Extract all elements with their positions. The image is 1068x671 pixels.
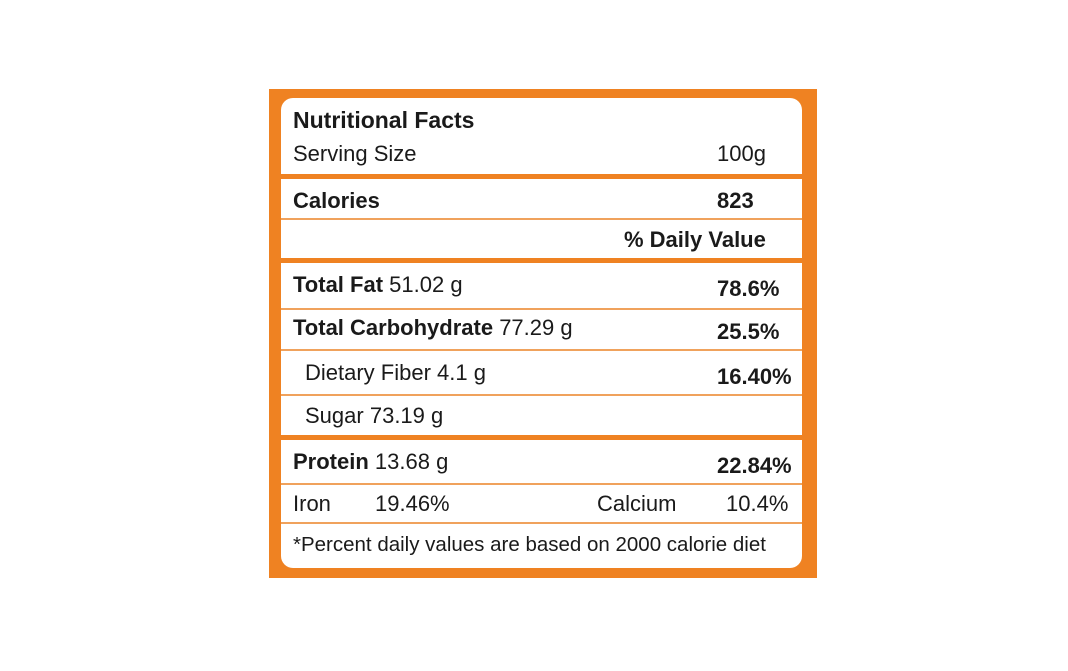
- divider: [281, 349, 802, 351]
- nutrient-name: Sugar: [305, 403, 364, 428]
- calories-label: Calories: [293, 188, 380, 213]
- divider-thick: [281, 174, 802, 179]
- nutrient-row-sugar: Sugar 73.19 g: [305, 405, 443, 427]
- serving-size-value: 100g: [717, 141, 766, 166]
- nutrition-facts-panel: Nutritional Facts Serving Size 100g Calo…: [281, 98, 802, 568]
- divider-thick: [281, 435, 802, 440]
- nutrient-name: Total Fat: [293, 272, 384, 297]
- iron-value: 19.46%: [375, 491, 450, 516]
- calcium-value: 10.4%: [726, 491, 789, 516]
- divider: [281, 483, 802, 485]
- nutrient-amount: 77.29 g: [499, 315, 573, 340]
- serving-size-label: Serving Size: [293, 141, 417, 166]
- label-title: Nutritional Facts: [293, 107, 475, 133]
- nutrition-label-frame: Nutritional Facts Serving Size 100g Calo…: [269, 89, 817, 578]
- nutrient-daily-value: 16.40%: [717, 364, 792, 389]
- nutrient-row-protein: Protein 13.68 g: [293, 451, 448, 473]
- divider: [281, 522, 802, 524]
- nutrient-row-total-fat: Total Fat 51.02 g: [293, 274, 463, 296]
- nutrient-amount: 51.02 g: [389, 272, 463, 297]
- nutrient-daily-value: 22.84%: [717, 453, 792, 478]
- nutrient-row-total-carbohydrate: Total Carbohydrate 77.29 g: [293, 317, 573, 339]
- calcium-label: Calcium: [597, 491, 677, 516]
- nutrient-amount: 73.19 g: [369, 403, 444, 428]
- nutrient-name: Protein: [293, 449, 369, 474]
- iron-label: Iron: [293, 491, 331, 516]
- divider: [281, 308, 802, 310]
- nutrient-amount: 13.68 g: [374, 449, 449, 474]
- footnote: *Percent daily values are based on 2000 …: [293, 533, 766, 556]
- nutrient-name: Dietary Fiber: [305, 360, 431, 385]
- daily-value-header: % Daily Value: [624, 227, 766, 252]
- divider: [281, 218, 802, 220]
- nutrient-daily-value: 25.5%: [717, 319, 780, 344]
- nutrient-daily-value: 78.6%: [717, 276, 780, 301]
- divider: [281, 394, 802, 396]
- calories-value: 823: [717, 188, 754, 213]
- nutrient-row-dietary-fiber: Dietary Fiber 4.1 g: [305, 362, 486, 384]
- nutrient-name: Total Carbohydrate: [293, 315, 494, 340]
- nutrient-amount: 4.1 g: [437, 360, 486, 385]
- divider-thick: [281, 258, 802, 263]
